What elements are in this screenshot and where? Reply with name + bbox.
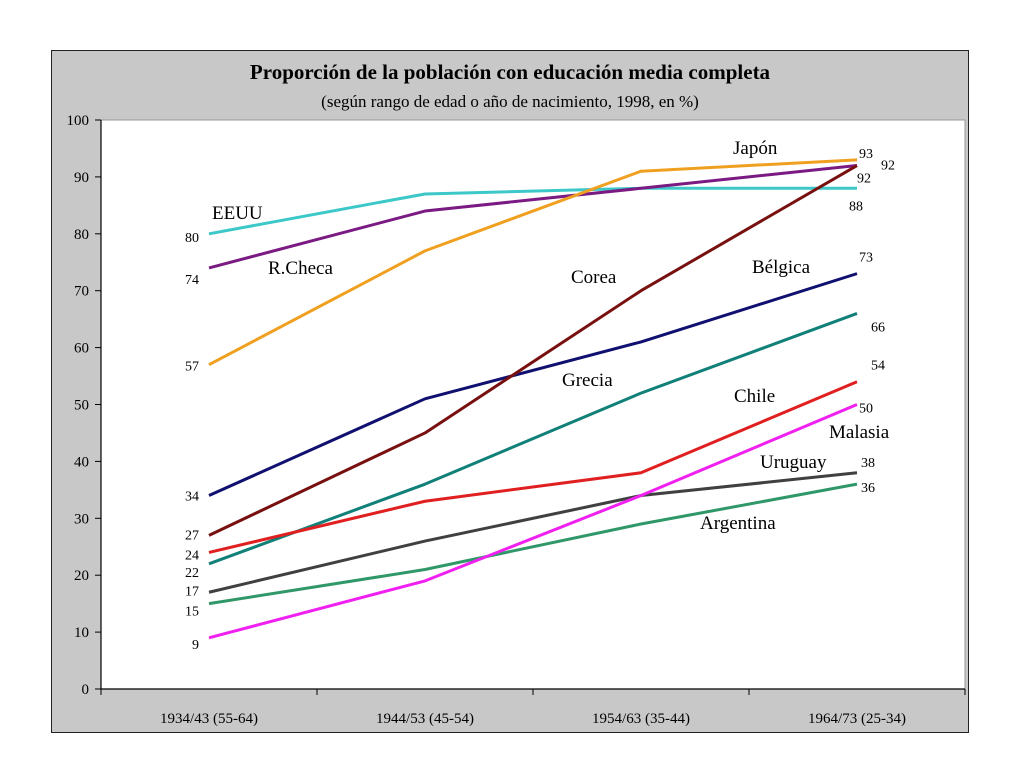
data-label-first: 9 <box>192 638 199 653</box>
y-tick-label: 100 <box>67 113 90 129</box>
y-tick-label: 40 <box>74 454 89 470</box>
y-tick-label: 50 <box>74 398 89 414</box>
series-name-label: Grecia <box>562 370 613 391</box>
series-name-label: Chile <box>734 386 775 407</box>
data-label-last: 36 <box>861 481 875 496</box>
data-label-first: 80 <box>185 231 199 246</box>
series-line-0 <box>208 186 857 236</box>
data-label-last: 92 <box>881 159 895 174</box>
x-tick-label: 1964/73 (25-34) <box>808 711 906 727</box>
data-label-first: 15 <box>185 605 199 620</box>
data-label-first: 24 <box>185 548 199 563</box>
y-tick-label: 80 <box>74 227 89 243</box>
series-name-label: Uruguay <box>760 452 827 473</box>
series-line-9 <box>208 403 858 640</box>
series-line-7 <box>208 471 858 594</box>
series-name-label: Argentina <box>700 513 776 534</box>
series-line-5 <box>208 312 858 566</box>
series-name-label: Malasia <box>829 422 890 443</box>
x-tick-label: 1944/53 (45-54) <box>376 711 474 727</box>
series-name-label: EEUU <box>212 203 263 224</box>
data-label-last: 54 <box>871 359 885 374</box>
y-tick-label: 70 <box>74 284 89 300</box>
series-line-8 <box>208 482 858 606</box>
chart-title: Proporción de la población con educación… <box>249 60 771 84</box>
series-line-1 <box>208 164 858 270</box>
series-name-label: Bélgica <box>752 257 811 278</box>
x-tick-label: 1934/43 (55-64) <box>160 711 258 727</box>
data-label-last: 88 <box>849 199 863 214</box>
data-label-first: 34 <box>185 490 199 505</box>
series-name-label: Corea <box>571 267 617 288</box>
data-label-last: 50 <box>859 402 873 417</box>
y-tick-label: 10 <box>74 625 89 641</box>
y-tick-label: 0 <box>82 682 90 698</box>
data-label-first: 27 <box>185 528 199 543</box>
y-tick-label: 90 <box>74 170 89 186</box>
data-label-first: 22 <box>185 566 199 581</box>
chart-subtitle: (según rango de edad o año de nacimiento… <box>321 92 699 111</box>
series-line-6 <box>208 380 858 554</box>
series-line-3 <box>208 272 858 497</box>
data-label-first: 57 <box>185 360 199 375</box>
series-line-2 <box>208 158 858 366</box>
data-label-first: 17 <box>185 584 199 599</box>
series-name-label: Japón <box>733 138 778 159</box>
data-label-last: 92 <box>857 172 871 187</box>
data-label-last: 38 <box>861 456 875 471</box>
y-tick-label: 60 <box>74 341 89 357</box>
x-tick-label: 1954/63 (35-44) <box>592 711 690 727</box>
data-label-last: 73 <box>859 251 873 266</box>
y-tick-label: 20 <box>74 568 89 584</box>
series-line-4 <box>208 164 858 537</box>
y-tick-label: 30 <box>74 511 89 527</box>
data-label-last: 93 <box>859 147 873 162</box>
plot-area <box>100 119 966 690</box>
series-name-label: R.Checa <box>268 258 333 279</box>
data-label-first: 74 <box>185 273 199 288</box>
data-label-last: 66 <box>871 320 885 335</box>
